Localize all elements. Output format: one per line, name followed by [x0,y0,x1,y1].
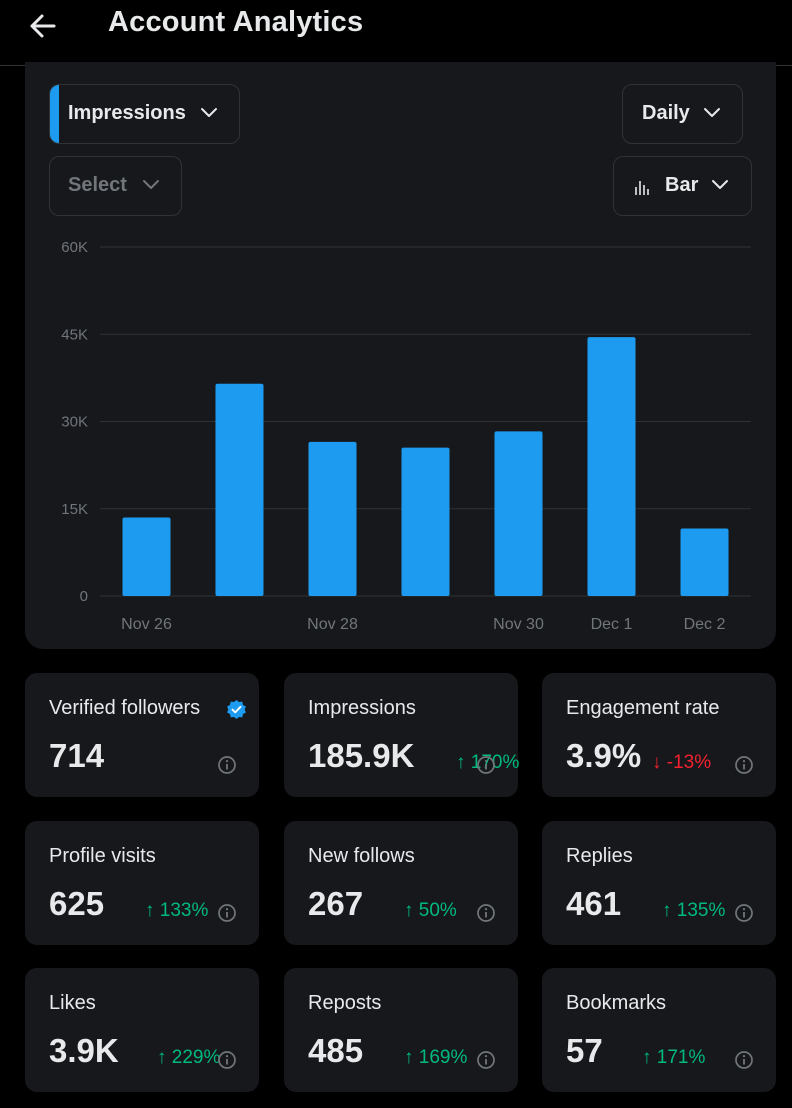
stat-card-impressions[interactable]: Impressions 185.9K ↑ 170% [284,673,520,797]
stat-card-verified-followers[interactable]: Verified followers 714 [25,673,259,797]
interval-dropdown[interactable]: Daily [622,84,743,144]
chevron-down-icon [201,108,217,117]
info-icon[interactable] [217,1050,237,1070]
top-bar: Account Analytics [0,0,792,66]
info-icon[interactable] [476,903,496,923]
y-tick-label: 0 [80,588,88,605]
stat-value: 461 [566,885,622,922]
metric-accent-bar [50,85,59,143]
stat-value: 267 [308,885,364,922]
compare-dropdown[interactable]: Select [49,156,182,216]
interval-dropdown-label: Daily [642,102,690,124]
y-tick-label: 15K [61,501,88,518]
stat-label: New follows [308,845,415,867]
info-icon[interactable] [217,755,237,775]
stat-change: ↑ 171% [642,1047,706,1068]
stat-card-replies[interactable]: Replies 461 ↑ 135% [542,821,776,945]
stat-value: 485 [308,1032,364,1069]
stat-value: 714 [49,737,105,774]
stat-change: ↑ 229% [157,1047,221,1068]
info-icon[interactable] [734,903,754,923]
stat-label: Likes [49,992,96,1014]
stat-change: ↑ 170% [456,752,520,773]
chevron-down-icon [143,180,159,189]
info-icon[interactable] [734,1050,754,1070]
bar-nov-27[interactable] [215,383,264,596]
stat-label: Engagement rate [566,697,720,719]
metric-dropdown[interactable]: Impressions [49,84,240,144]
info-icon[interactable] [476,755,496,775]
stat-label: Verified followers [49,697,201,719]
stat-change: ↑ 135% [662,900,726,921]
stat-change: ↓ -13% [652,752,712,773]
bar-nov-30[interactable] [494,431,543,596]
stat-value: 3.9% [566,737,642,774]
stat-value: 3.9K [49,1032,119,1069]
x-tick-label: Nov 30 [493,616,544,633]
chart-type-dropdown-label: Bar [665,174,699,196]
y-tick-label: 45K [61,326,88,343]
compare-dropdown-placeholder: Select [68,174,127,196]
impressions-bar-chart: 0 15K 30K 45K 60K Nov 26 Nov 28 Nov 30 Dec 1 Dec … [61,239,751,633]
stat-label: Reposts [308,992,382,1014]
chart-card: Impressions Daily Select Bar 0 15K 30K 45K 6… [25,62,776,649]
stat-change: ↑ 133% [145,900,209,921]
stat-label: Impressions [308,697,416,719]
stat-value: 185.9K [308,737,415,774]
stat-value: 625 [49,885,105,922]
x-tick-label: Nov 28 [307,616,358,633]
info-icon[interactable] [734,755,754,775]
bar-chart-icon [635,181,649,195]
bar-dec-1[interactable] [587,337,636,596]
y-tick-label: 30K [61,414,88,431]
stat-label: Replies [566,845,633,867]
bar-nov-28[interactable] [308,441,357,596]
bar-nov-26[interactable] [122,517,171,596]
info-icon[interactable] [476,1050,496,1070]
stat-label: Bookmarks [566,992,667,1014]
stat-label: Profile visits [49,845,156,867]
back-button[interactable] [22,8,62,44]
info-icon[interactable] [217,903,237,923]
x-tick-label: Dec 2 [684,616,726,633]
verified-badge-icon [226,699,247,720]
stat-card-profile-visits[interactable]: Profile visits 625 ↑ 133% [25,821,259,945]
stat-card-reposts[interactable]: Reposts 485 ↑ 169% [284,968,518,1092]
bar-nov-29[interactable] [401,447,450,596]
x-tick-label: Dec 1 [591,616,633,633]
page-title: Account Analytics [108,6,364,38]
x-tick-label: Nov 26 [121,616,172,633]
stat-card-bookmarks[interactable]: Bookmarks 57 ↑ 171% [542,968,776,1092]
arrow-left-icon [30,14,56,38]
stat-card-new-follows[interactable]: New follows 267 ↑ 50% [284,821,518,945]
stat-value: 57 [566,1032,603,1069]
stat-card-engagement-rate[interactable]: Engagement rate 3.9% ↓ -13% [542,673,776,797]
stat-change: ↑ 169% [404,1047,468,1068]
chevron-down-icon [712,180,728,189]
stat-card-likes[interactable]: Likes 3.9K ↑ 229% [25,968,259,1092]
chart-type-dropdown[interactable]: Bar [613,156,752,216]
y-tick-label: 60K [61,239,88,256]
bar-dec-2[interactable] [680,528,729,596]
metric-dropdown-label: Impressions [68,102,186,124]
stat-change: ↑ 50% [404,900,457,921]
chevron-down-icon [704,108,720,117]
